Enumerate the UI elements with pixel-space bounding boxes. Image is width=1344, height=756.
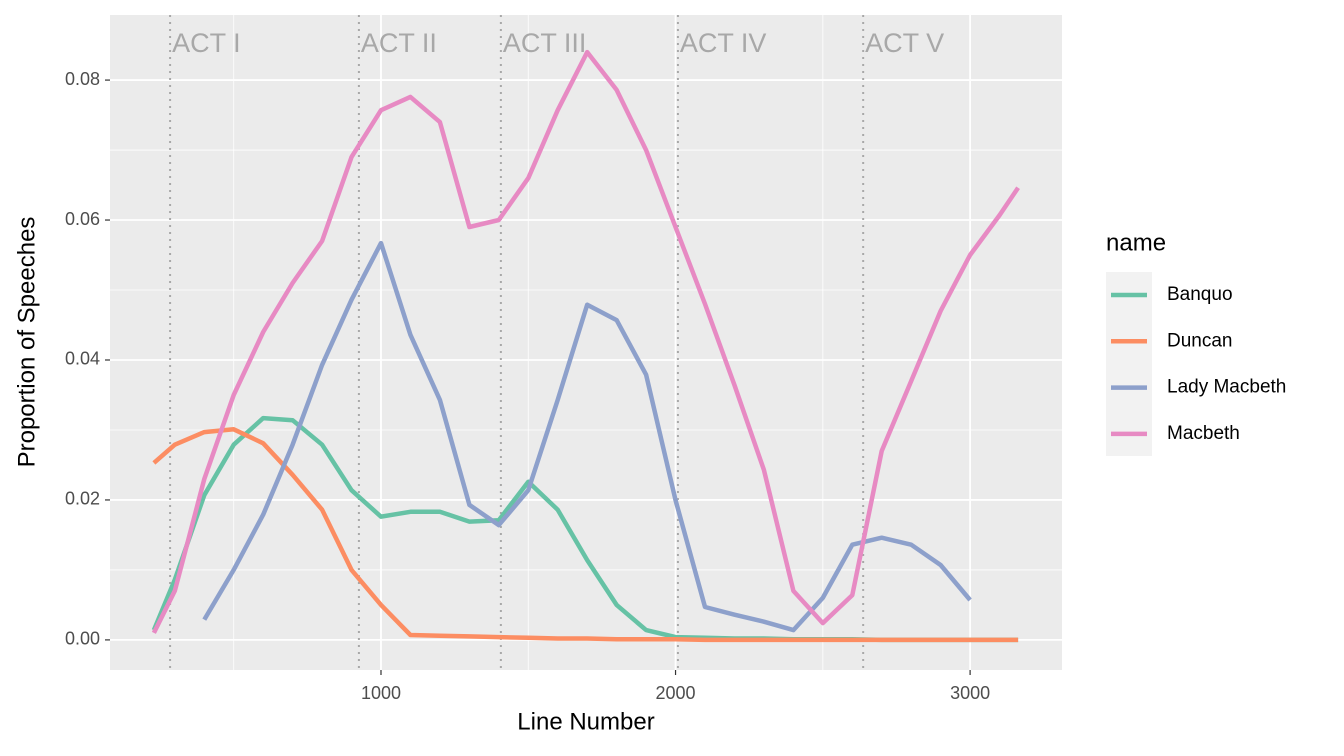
legend-key-background — [1106, 272, 1152, 456]
y-tick-label: 0.00 — [65, 629, 100, 649]
act-label: ACT III — [503, 28, 587, 58]
x-tick-label: 3000 — [950, 683, 990, 703]
legend: name Banquo Duncan Lady Macbeth Macbeth — [1106, 229, 1286, 456]
act-markers: ACT I ACT II ACT III ACT IV ACT V — [169, 15, 944, 670]
y-tick-label: 0.06 — [65, 209, 100, 229]
y-tick-label: 0.08 — [65, 69, 100, 89]
x-tick-label: 1000 — [361, 683, 401, 703]
act-label: ACT I — [172, 28, 241, 58]
legend-label: Macbeth — [1167, 423, 1240, 444]
y-tick-label: 0.02 — [65, 489, 100, 509]
legend-label: Duncan — [1167, 330, 1233, 351]
x-tick-label: 2000 — [656, 683, 696, 703]
act-label: ACT IV — [680, 28, 767, 58]
series-line — [151, 49, 1020, 634]
act-label: ACT V — [865, 28, 944, 58]
y-tick-label: 0.04 — [65, 349, 100, 369]
legend-label: Lady Macbeth — [1167, 377, 1286, 398]
panel-background — [110, 15, 1062, 670]
act-label: ACT II — [361, 28, 437, 58]
axes: 1000 2000 3000 0.00 0.02 0.04 0.06 0.08 — [65, 69, 990, 703]
y-axis-title: Proportion of Speeches — [13, 217, 40, 468]
legend-title: name — [1106, 229, 1166, 256]
x-axis-title: Line Number — [517, 708, 654, 735]
legend-label: Banquo — [1167, 284, 1233, 305]
series-line — [152, 427, 1019, 643]
series-line — [202, 240, 972, 633]
lines — [151, 49, 1020, 643]
